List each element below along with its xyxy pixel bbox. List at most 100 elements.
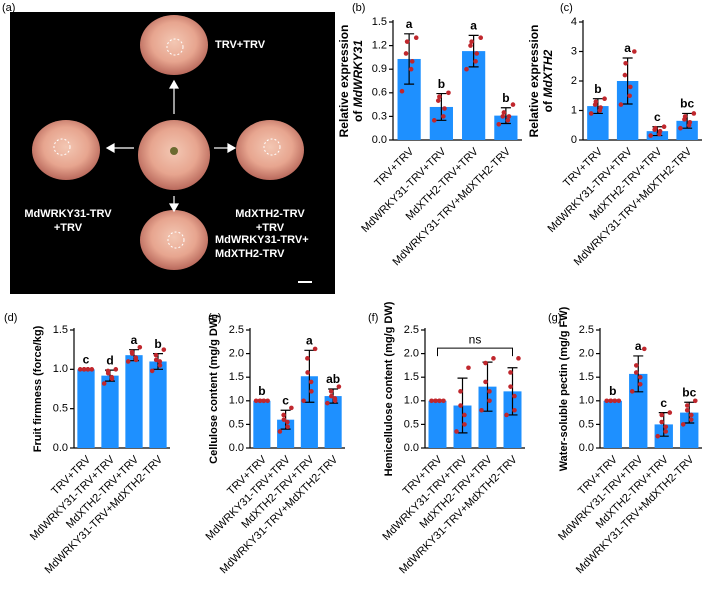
bar <box>300 376 318 448</box>
data-point <box>265 398 270 404</box>
data-point <box>125 359 131 364</box>
data-point <box>500 114 506 119</box>
treatment-label: MdWRKY31-TRV <box>24 208 112 220</box>
y-tick-label: 3 <box>571 45 577 57</box>
y-tick-label: 0.0 <box>372 134 387 146</box>
data-point <box>435 98 441 103</box>
y-tick-label: 2.0 <box>229 348 244 360</box>
photo-panel: TRV+TRV MdWRKY31-TRV +TRV MdXTH2-TRV +TR… <box>10 12 335 294</box>
data-point <box>691 111 697 116</box>
significance-letter: a <box>306 333 313 347</box>
bar <box>77 369 95 448</box>
data-point <box>85 367 91 372</box>
data-point <box>512 407 517 413</box>
sample-markers <box>53 38 281 249</box>
data-point <box>659 419 665 425</box>
data-point <box>408 66 414 72</box>
chart-panel: (d) Fruit firmness (force/kg) 0.0 0.5 1.0 1.5… <box>4 312 170 576</box>
apple <box>140 15 208 75</box>
data-point <box>464 66 469 72</box>
data-point <box>483 379 488 385</box>
data-point <box>487 389 492 394</box>
data-point <box>458 389 463 394</box>
y-tick-label: 2.5 <box>229 324 244 336</box>
bar <box>428 400 447 448</box>
significance-letter: a <box>131 333 138 347</box>
y-tick-label: 0.0 <box>53 442 68 454</box>
significance-letter: a <box>624 41 631 55</box>
data-point <box>684 403 690 408</box>
data-point <box>688 417 694 422</box>
data-point <box>474 51 480 56</box>
data-point <box>441 114 446 119</box>
data-point <box>312 346 318 352</box>
data-point <box>478 35 484 41</box>
y-tick-label: 1.0 <box>229 395 244 407</box>
data-point <box>512 393 517 399</box>
data-point <box>641 346 647 352</box>
data-point <box>403 51 409 56</box>
significance-letter: c <box>654 110 661 124</box>
y-axis-title: Cellulose content (mg/g DW) <box>208 314 220 464</box>
bar <box>429 106 453 140</box>
apple <box>32 120 100 180</box>
y-tick-label: 0.0 <box>579 442 594 454</box>
data-point <box>623 61 628 66</box>
y-tick-label: 1.0 <box>53 363 68 375</box>
bar <box>149 361 167 448</box>
y-tick-label: 0.0 <box>229 442 244 454</box>
data-point <box>308 379 314 385</box>
significance-letter: a <box>635 339 642 353</box>
data-point <box>661 124 667 130</box>
y-tick-label: 0.5 <box>229 418 244 430</box>
chart-panel: (e)Cellulose content (mg/g DW) 0.0 0.5 1.0 1… <box>204 312 345 576</box>
data-point <box>608 398 614 404</box>
bar <box>676 120 698 140</box>
data-point <box>622 72 628 78</box>
apple <box>236 120 304 180</box>
bar <box>324 396 342 448</box>
data-point <box>682 114 688 119</box>
data-point <box>281 417 287 422</box>
data-point <box>437 94 442 100</box>
chart-panel: (f) Hemicellulose content (mg/g DW) 0.0 0.5… <box>368 301 525 576</box>
panel-label: (c) <box>560 2 573 14</box>
data-point <box>153 357 159 363</box>
significance-letter: a <box>470 19 477 33</box>
significance-letter: c <box>660 396 667 410</box>
significance-letter: b <box>154 337 161 351</box>
data-point <box>329 393 334 399</box>
data-point <box>466 365 471 371</box>
data-point <box>157 363 163 368</box>
data-point <box>458 403 463 408</box>
significance-letter: a <box>406 17 413 31</box>
data-point <box>454 429 459 434</box>
data-point <box>149 368 155 374</box>
data-point <box>692 398 698 404</box>
data-point <box>657 128 663 134</box>
data-point <box>77 367 83 372</box>
data-point <box>469 39 474 44</box>
y-tick-label: 1.2 <box>372 40 387 52</box>
data-point <box>89 367 95 372</box>
data-point <box>506 114 512 119</box>
data-point <box>462 412 467 418</box>
data-point <box>113 367 119 372</box>
bar <box>603 400 622 448</box>
data-point <box>678 125 683 131</box>
bracket-label: ns <box>469 332 482 346</box>
data-point <box>429 398 434 404</box>
data-point <box>305 356 310 361</box>
panel-label: (d) <box>4 312 17 324</box>
data-point <box>285 424 290 430</box>
data-point <box>442 106 447 111</box>
data-point <box>289 405 294 411</box>
panel-label: (e) <box>208 312 221 324</box>
y-tick-label: 1.5 <box>229 371 244 383</box>
data-point <box>129 349 135 355</box>
y-tick-label: 4 <box>571 16 577 28</box>
data-point <box>309 389 314 394</box>
arrows <box>105 79 237 213</box>
data-point <box>431 118 437 123</box>
y-tick-label: 1.5 <box>579 371 594 383</box>
